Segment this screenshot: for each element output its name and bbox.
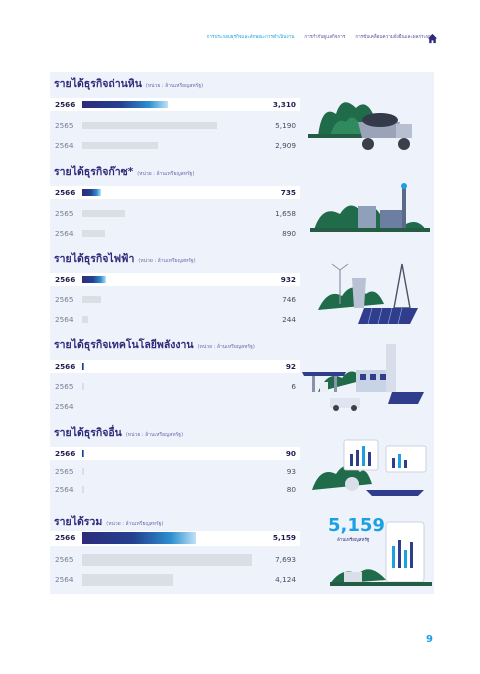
section-title-other: รายได้ธุรกิจอื่น (หน่วย : ล้านเหรียญสหรัฐ… [54,427,184,439]
year-label: 2566 [55,449,76,458]
power-row-2564: 2564 244 [50,313,300,326]
value-label: 746 [282,295,296,304]
year-label: 2565 [55,382,74,391]
coal-row-2565: 2565 5,190 [50,119,300,132]
year-label: 2564 [55,315,74,324]
bar-mark [82,316,89,323]
value-label: 90 [285,449,296,458]
year-label: 2565 [55,555,74,564]
bar-mark [82,363,85,370]
gas-row-2564: 2564 890 [50,227,300,240]
content-panel [50,72,434,594]
power-row-2565: 2565 746 [50,293,300,306]
bar-mark [82,486,85,493]
bar-mark [82,296,102,303]
value-label: 3,310 [272,100,296,109]
year-label: 2566 [55,362,76,371]
page-number: 9 [426,634,433,645]
value-label: 2,909 [275,141,296,150]
value-label: 4,124 [275,575,296,584]
gas-plant-illustration [310,183,430,232]
year-label: 2566 [55,533,76,542]
other-row-2564: 2564 80 [50,483,300,496]
other-row-2565: 2565 93 [50,465,300,478]
bar-mark [82,468,85,475]
bar-mark [82,101,169,108]
section-title-energy-tech: รายได้ธุรกิจเทคโนโลยีพลังงาน (หน่วย : ล้า… [54,339,255,351]
total-revenue-unit: ล้านเหรียญสหรัฐ [337,538,370,543]
value-label: 1,658 [275,209,296,218]
value-label: 244 [282,315,296,324]
total-revenue-value: 5,159 [328,515,385,536]
total-row-2565: 2565 7,693 [50,553,300,568]
value-label: 735 [280,188,296,197]
year-label: 2566 [55,100,76,109]
year-label: 2566 [55,188,76,197]
total-row-2566: 2566 5,159 [50,531,300,546]
nav-item-business[interactable]: การประกอบธุรกิจและลักษณะการดำเนินงาน [206,35,295,40]
value-label: 932 [280,275,296,284]
section-title-total: รายได้รวม (หน่วย : ล้านเหรียญสหรัฐ) [54,516,164,528]
coal-row-2564: 2564 2,909 [50,139,300,152]
year-label: 2564 [55,141,74,150]
section-title-power: รายได้ธุรกิจไฟฟ้า (หน่วย : ล้านเหรียญสหรั… [54,253,196,265]
year-label: 2566 [55,275,76,284]
value-label: 890 [282,229,296,238]
value-label: 92 [285,362,296,371]
nav-item-governance[interactable]: การกำกับดูแลกิจการ [304,35,346,40]
bar-mark [82,189,102,196]
bar-mark [82,574,174,586]
energy-tech-row-2564: 2564 [50,400,300,413]
top-navigation: การประกอบธุรกิจและลักษณะการดำเนินงาน การ… [207,34,432,41]
bar-mark [82,230,106,237]
year-label: 2565 [55,295,74,304]
year-label: 2564 [55,485,74,494]
bar-mark [82,210,126,217]
year-label: 2565 [55,467,74,476]
nav-item-sustainability[interactable]: การขับเคลื่อนความยั่งยืนและผลกระทบ [355,35,432,40]
bar-mark [82,450,85,457]
value-label: 80 [286,485,296,494]
bar-mark [82,276,107,283]
section-title-gas: รายได้ธุรกิจก๊าซ* (หน่วย : ล้านเหรียญสหรั… [54,166,195,178]
section-title-coal: รายได้ธุรกิจถ่านหิน (หน่วย : ล้านเหรียญสห… [54,78,204,90]
year-label: 2564 [55,575,74,584]
other-row-2566: 2566 90 [50,447,300,460]
value-label: 93 [286,467,296,476]
year-label: 2564 [55,229,74,238]
bar-mark [82,142,158,149]
gas-row-2565: 2565 1,658 [50,207,300,220]
bar-mark [82,554,252,566]
total-row-2564: 2564 4,124 [50,573,300,588]
value-label: 5,190 [275,121,296,130]
coal-row-2566: 2566 3,310 [50,98,300,111]
gas-row-2566: 2566 735 [50,186,300,199]
energy-tech-illustration [302,344,424,411]
year-label: 2565 [55,121,74,130]
bar-mark [82,532,196,544]
year-label: 2565 [55,209,74,218]
year-label: 2564 [55,402,74,411]
value-label: 5,159 [272,533,296,542]
other-business-illustration [312,439,427,496]
energy-tech-row-2566: 2566 92 [50,360,300,373]
bar-mark [82,383,84,390]
bar-mark [82,122,217,129]
power-plant-illustration [318,263,418,325]
energy-tech-row-2565: 2565 6 [50,380,300,393]
coal-truck-illustration [308,102,412,150]
value-label: 7,693 [275,555,296,564]
total-revenue-illustration [330,521,432,586]
value-label: 6 [291,382,296,391]
home-icon[interactable] [427,33,438,44]
power-row-2566: 2566 932 [50,273,300,286]
